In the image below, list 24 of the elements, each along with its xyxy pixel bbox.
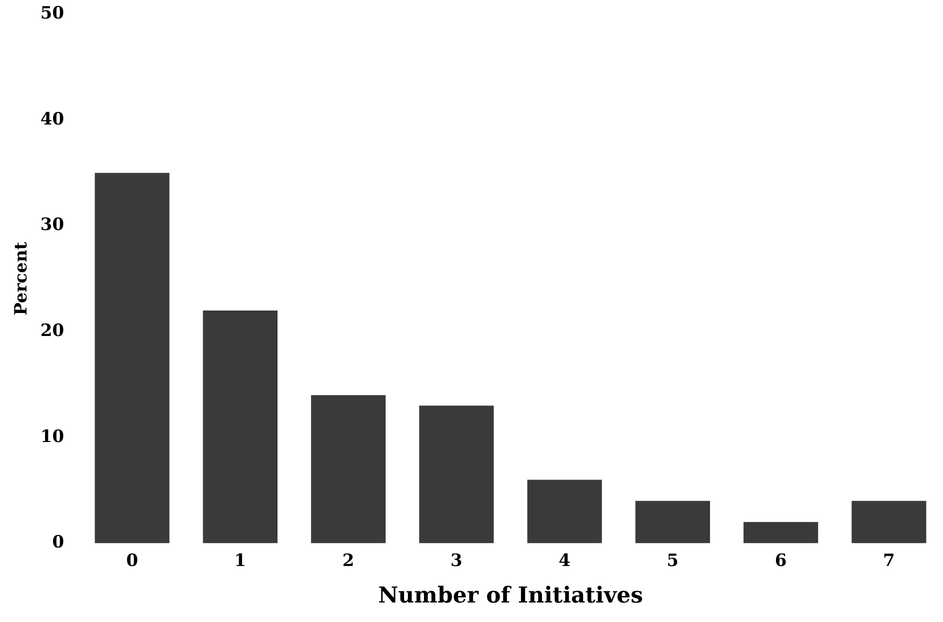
x-tick-label: 2 [342, 550, 354, 571]
bar [635, 500, 710, 544]
bar [527, 480, 602, 544]
bar [419, 406, 494, 544]
y-axis-title: Percent [12, 242, 32, 316]
x-tick-label: 0 [126, 550, 138, 571]
bar [94, 172, 170, 544]
y-tick-label: 30 [40, 215, 64, 236]
bar [202, 310, 278, 544]
x-tick-label: 7 [883, 550, 895, 571]
x-tick-label: 1 [234, 550, 246, 571]
bar [744, 522, 818, 544]
x-tick-label: 6 [774, 550, 787, 571]
y-tick-label: 50 [40, 4, 64, 24]
bar [852, 500, 926, 544]
y-tick-label: 10 [40, 426, 64, 447]
x-tick-label: 4 [558, 550, 571, 571]
bar [311, 395, 386, 544]
x-tick-label: 5 [666, 550, 679, 571]
x-axis-title: Number of Initiatives [378, 582, 643, 609]
x-tick-label: 3 [450, 550, 462, 571]
y-tick-label: 40 [40, 109, 64, 130]
y-tick-label: 0 [52, 532, 64, 553]
y-tick-label: 20 [40, 321, 64, 342]
